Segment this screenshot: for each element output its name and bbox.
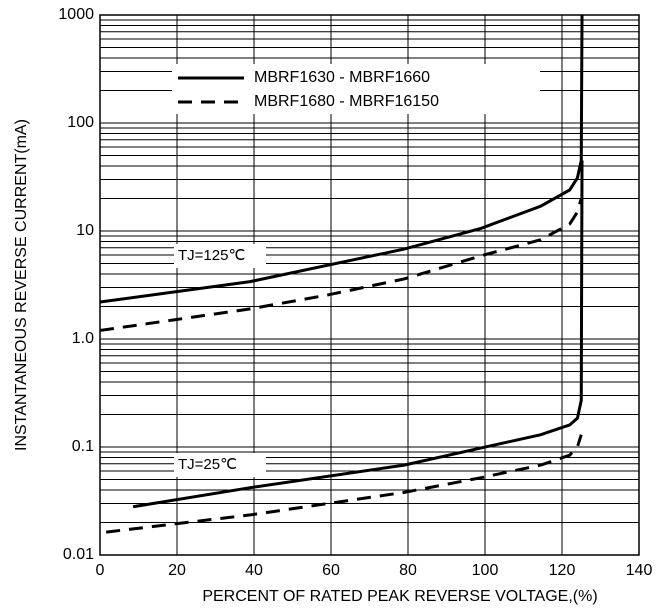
y-tick-label: 1.0 xyxy=(72,330,94,347)
y-tick-label: 0.01 xyxy=(63,546,94,563)
y-axis-label: INSTANTANEOUS REVERSE CURRENT(mA) xyxy=(13,119,30,451)
annotation: TJ=125℃ xyxy=(178,247,245,264)
data-line xyxy=(105,434,583,534)
legend-bg xyxy=(172,64,540,114)
x-tick-label: 100 xyxy=(472,562,499,579)
plot-frame xyxy=(99,14,640,556)
x-tick-label: 80 xyxy=(399,562,417,579)
x-tick-label: 20 xyxy=(168,562,186,579)
y-tick-label: 10 xyxy=(76,222,94,239)
y-tick-label: 1000 xyxy=(58,6,94,23)
legend-label: MBRF1630 - MBRF1660 xyxy=(254,69,430,86)
x-tick-label: 140 xyxy=(626,562,653,579)
x-tick-label: 0 xyxy=(96,562,105,579)
x-axis-label: PERCENT OF RATED PEAK REVERSE VOLTAGE,(%… xyxy=(202,588,597,605)
data-line xyxy=(99,198,583,332)
data-line xyxy=(132,160,584,509)
data-line xyxy=(99,14,584,304)
y-tick-label: 0.1 xyxy=(72,438,94,455)
legend-label: MBRF1680 - MBRF16150 xyxy=(254,93,439,110)
x-tick-label: 40 xyxy=(245,562,263,579)
annotation: TJ=25℃ xyxy=(178,456,237,473)
annotation-bg xyxy=(174,244,266,268)
x-tick-label: 60 xyxy=(322,562,340,579)
y-tick-label: 100 xyxy=(67,114,94,131)
x-tick-label: 120 xyxy=(549,562,576,579)
annotation-bg xyxy=(174,453,266,477)
